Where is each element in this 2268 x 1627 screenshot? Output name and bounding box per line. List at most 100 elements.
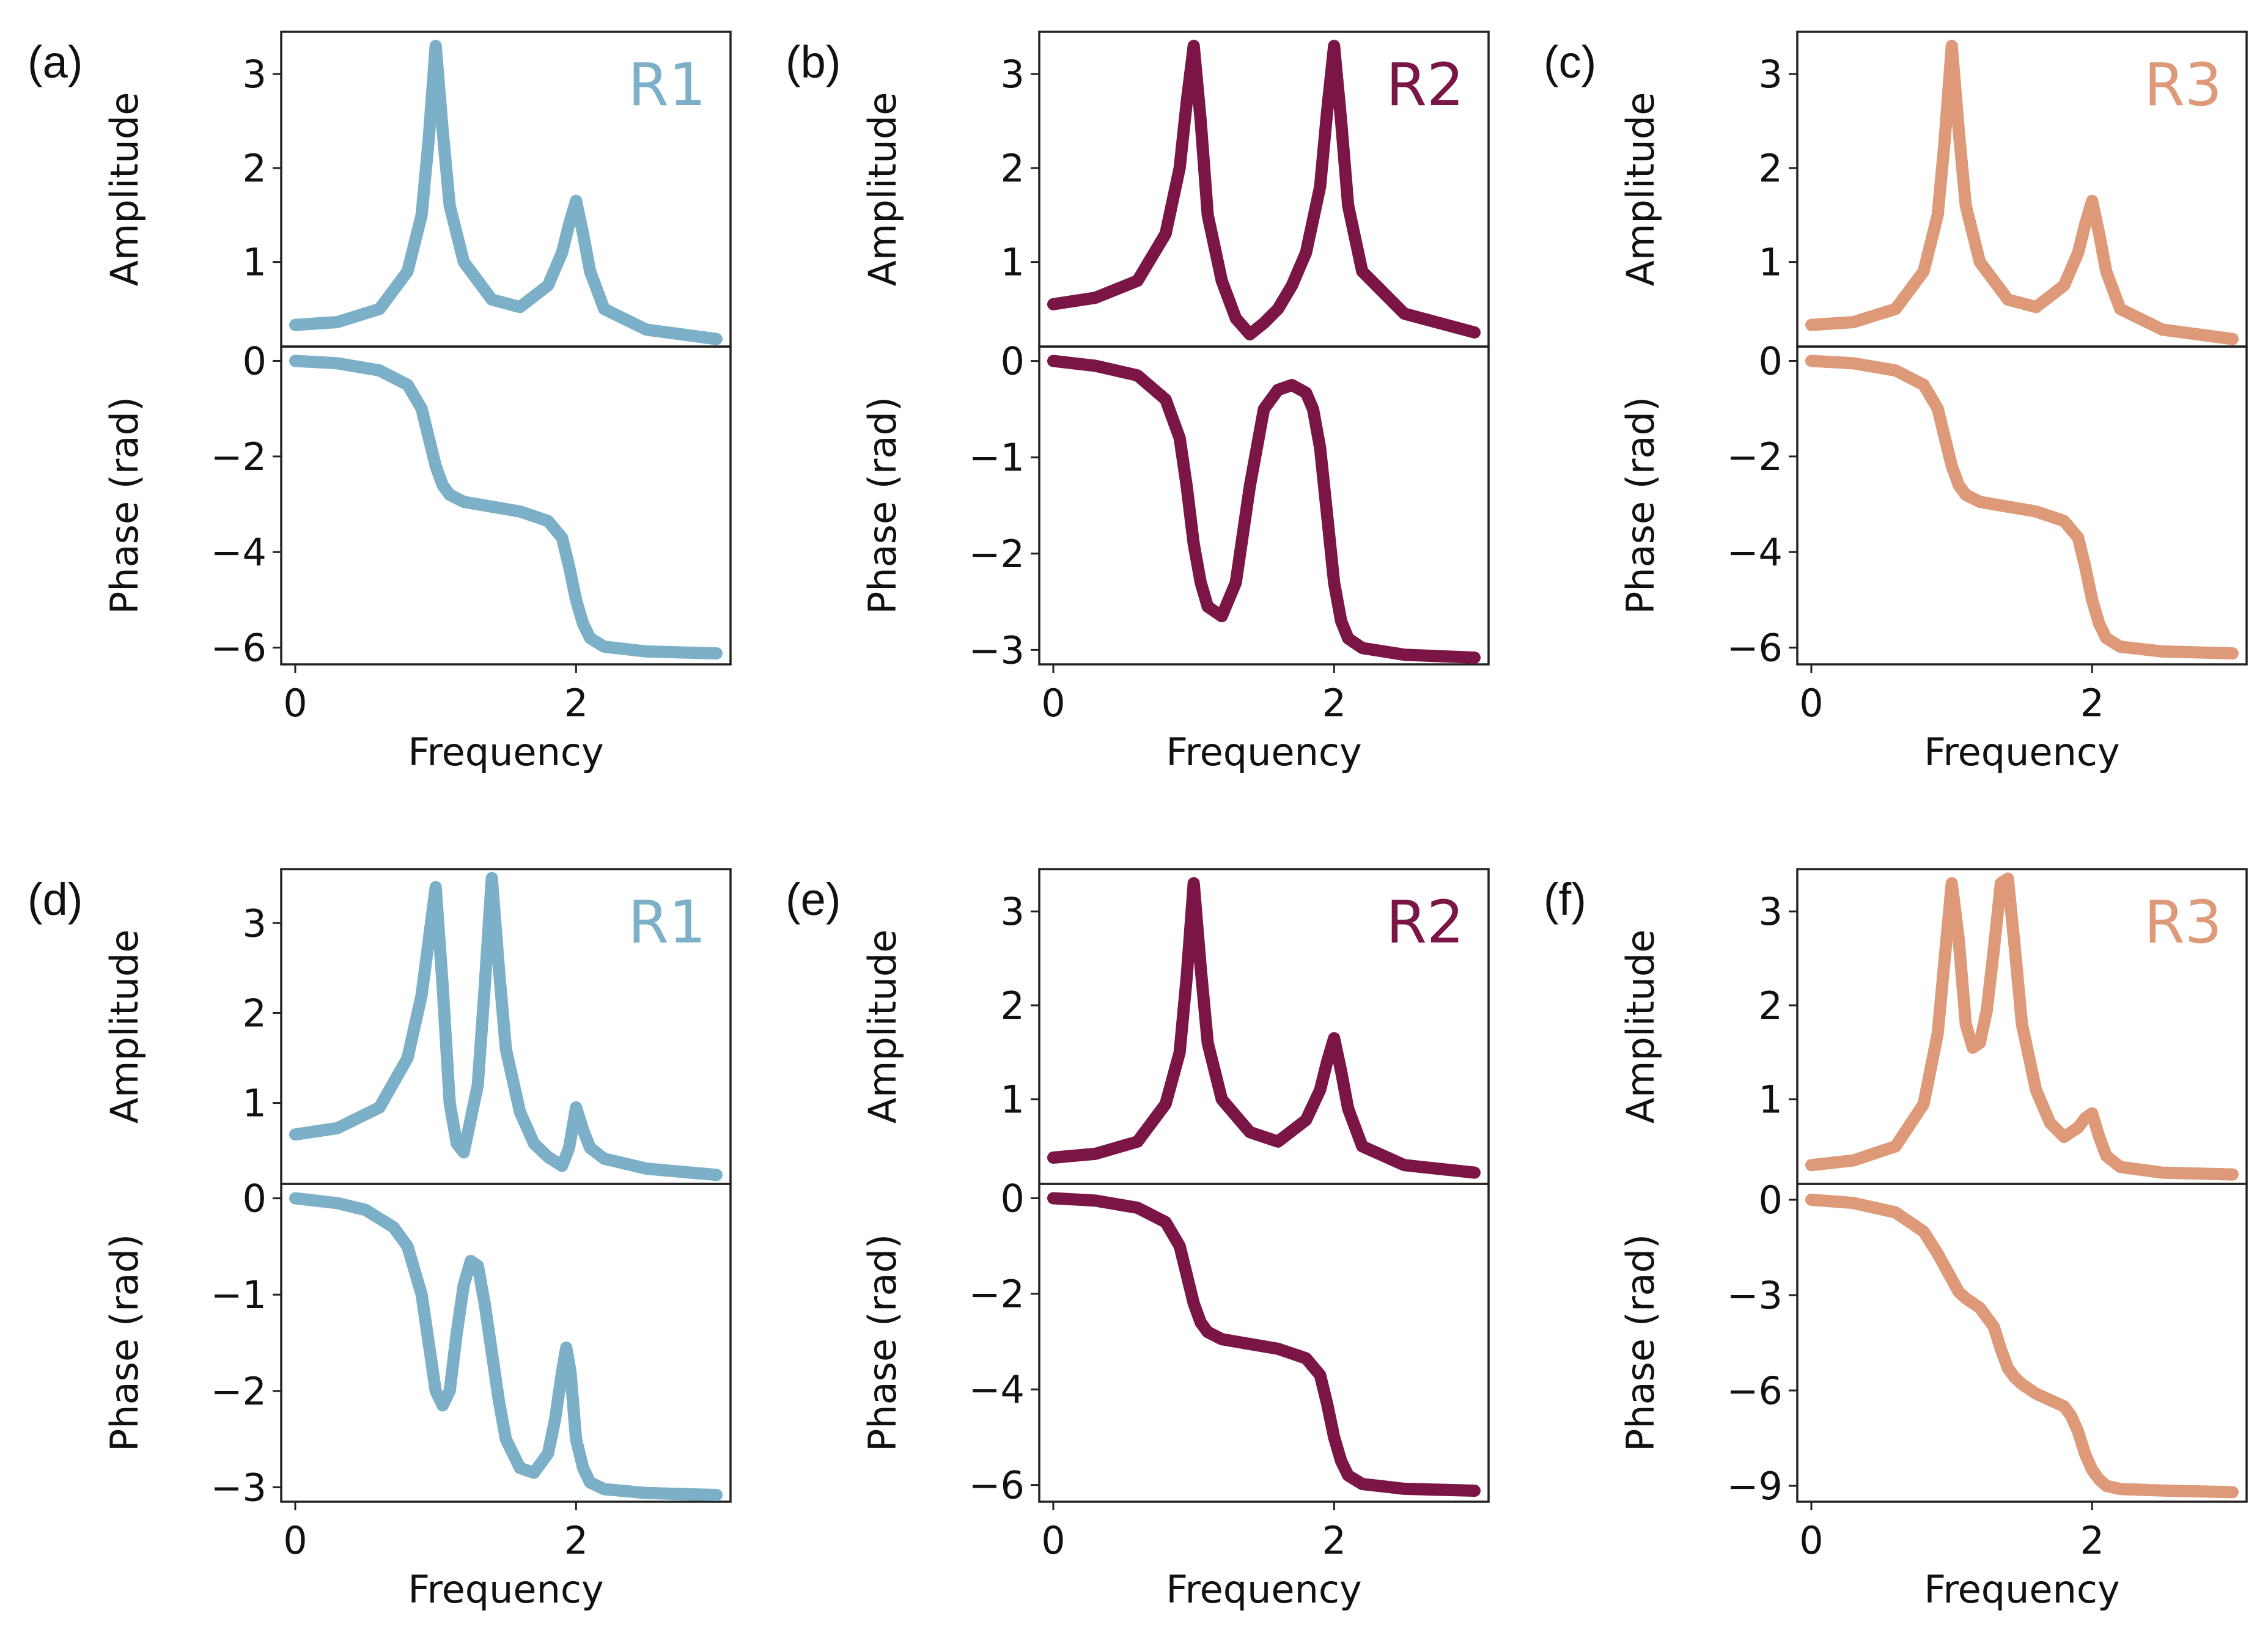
xtick-label: 0 bbox=[283, 681, 307, 725]
xlabel: Frequency bbox=[1166, 730, 1361, 774]
amplitude-ytick-label: 1 bbox=[1759, 1078, 1783, 1122]
amplitude-ytick-label: 3 bbox=[243, 52, 267, 97]
amplitude-ylabel: Amplitude bbox=[860, 930, 905, 1124]
phase-ytick-label: 0 bbox=[1759, 1178, 1783, 1222]
xtick-label: 0 bbox=[1799, 681, 1823, 725]
phase-ytick-label: −6 bbox=[211, 626, 267, 670]
panel-b: (b) 1 2 3 0 −1 −2 −3 0 2 Frequency Amplitude Phase (… bbox=[786, 31, 1490, 774]
amplitude-ytick-label: 2 bbox=[1001, 146, 1025, 191]
phase-ytick-label: −2 bbox=[211, 435, 267, 479]
phase-axes-f bbox=[1796, 1183, 2248, 1503]
amplitude-ytick-label: 2 bbox=[1759, 983, 1783, 1028]
xlabel: Frequency bbox=[408, 730, 603, 774]
amplitude-ytick-label: 2 bbox=[1759, 146, 1783, 191]
amplitude-curve-b bbox=[1047, 40, 1481, 340]
xtick-label: 0 bbox=[1041, 1518, 1065, 1563]
amplitude-ytick-label: 1 bbox=[243, 1081, 267, 1126]
phase-ylabel: Phase (rad) bbox=[860, 397, 905, 614]
phase-ytick-label: −9 bbox=[1727, 1464, 1783, 1508]
amplitude-ylabel: Amplitude bbox=[860, 92, 905, 287]
phase-ytick-label: 0 bbox=[1001, 339, 1025, 384]
panel-letter-b: (b) bbox=[786, 37, 841, 87]
phase-curve-d bbox=[289, 1192, 723, 1501]
amplitude-curve-f bbox=[1805, 872, 2239, 1181]
amplitude-ytick-label: 2 bbox=[243, 991, 267, 1035]
amplitude-ylabel: Amplitude bbox=[102, 92, 147, 287]
amplitude-curve-a bbox=[289, 40, 723, 345]
panel-c: (c) 1 2 3 0 −2 −4 −6 0 2 Frequency Amplitude Phase (… bbox=[1544, 31, 2248, 774]
amplitude-ytick-label: 3 bbox=[1759, 889, 1783, 934]
amplitude-ytick-label: 1 bbox=[243, 240, 267, 285]
xlabel: Frequency bbox=[1166, 1567, 1361, 1612]
xtick-label: 2 bbox=[2080, 1518, 2104, 1563]
xtick-label: 2 bbox=[1322, 681, 1346, 725]
xtick-label: 0 bbox=[283, 1518, 307, 1563]
phase-ytick-label: 0 bbox=[243, 1177, 267, 1221]
panel-letter-a: (a) bbox=[28, 37, 83, 87]
series-tag-b: R2 bbox=[1386, 51, 1464, 119]
panel-letter-d: (d) bbox=[28, 874, 83, 925]
panel-letter-e: (e) bbox=[786, 874, 841, 925]
amplitude-ytick-label: 1 bbox=[1759, 240, 1783, 285]
amplitude-ylabel: Amplitude bbox=[1618, 930, 1663, 1124]
panel-letter-c: (c) bbox=[1544, 37, 1596, 87]
xtick-label: 2 bbox=[564, 681, 588, 725]
phase-axes-e bbox=[1038, 1183, 1490, 1503]
amplitude-curve-e bbox=[1047, 877, 1481, 1179]
phase-curve-b bbox=[1047, 354, 1481, 664]
amplitude-ytick-label: 1 bbox=[1001, 1078, 1025, 1122]
phase-axes-a bbox=[280, 345, 732, 666]
phase-ytick-label: −4 bbox=[211, 530, 267, 575]
xtick-label: 2 bbox=[1322, 1518, 1346, 1563]
amplitude-curve-c bbox=[1805, 40, 2239, 345]
xtick-label: 0 bbox=[1041, 681, 1065, 725]
series-tag-d: R1 bbox=[628, 888, 706, 957]
phase-ytick-label: −6 bbox=[1727, 626, 1783, 670]
amplitude-ytick-label: 2 bbox=[243, 146, 267, 191]
amplitude-ylabel: Amplitude bbox=[1618, 92, 1663, 287]
amplitude-ytick-label: 2 bbox=[1001, 983, 1025, 1028]
phase-ytick-label: −6 bbox=[969, 1463, 1025, 1508]
phase-ytick-label: −3 bbox=[211, 1465, 267, 1510]
xtick-label: 2 bbox=[564, 1518, 588, 1563]
phase-axes-c bbox=[1796, 345, 2248, 666]
amplitude-curve-d bbox=[289, 872, 723, 1181]
phase-curve-c bbox=[1805, 354, 2239, 659]
xlabel: Frequency bbox=[1924, 730, 2119, 774]
phase-ylabel: Phase (rad) bbox=[1618, 397, 1663, 614]
amplitude-ytick-label: 3 bbox=[1001, 52, 1025, 97]
xtick-label: 2 bbox=[2080, 681, 2104, 725]
series-tag-a: R1 bbox=[628, 51, 706, 119]
amplitude-ytick-label: 3 bbox=[1759, 52, 1783, 97]
xlabel: Frequency bbox=[408, 1567, 603, 1612]
phase-ylabel: Phase (rad) bbox=[1618, 1234, 1663, 1452]
phase-ytick-label: −2 bbox=[211, 1369, 267, 1414]
phase-ytick-label: 0 bbox=[1759, 339, 1783, 383]
phase-axes-b bbox=[1038, 345, 1490, 666]
amplitude-ytick-label: 1 bbox=[1001, 240, 1025, 285]
phase-ytick-label: 0 bbox=[1001, 1176, 1025, 1221]
amplitude-ytick-label: 3 bbox=[1001, 889, 1025, 934]
phase-ytick-label: −6 bbox=[1727, 1368, 1783, 1413]
phase-axes-d bbox=[280, 1183, 732, 1503]
series-tag-e: R2 bbox=[1386, 888, 1464, 957]
phase-ytick-label: −4 bbox=[1727, 530, 1783, 575]
phase-ylabel: Phase (rad) bbox=[102, 1234, 147, 1452]
phase-ylabel: Phase (rad) bbox=[860, 1234, 905, 1452]
phase-ytick-label: 0 bbox=[243, 339, 267, 383]
phase-ytick-label: −1 bbox=[969, 435, 1025, 480]
phase-ytick-label: −1 bbox=[211, 1273, 267, 1317]
phase-curve-a bbox=[289, 354, 723, 659]
xtick-label: 0 bbox=[1799, 1518, 1823, 1563]
series-tag-f: R3 bbox=[2144, 888, 2222, 957]
amplitude-ylabel: Amplitude bbox=[102, 930, 147, 1124]
panel-a: (a) 1 2 3 0 −2 −4 −6 0 2 Frequency Amplitude Phase (… bbox=[28, 31, 732, 774]
phase-ylabel: Phase (rad) bbox=[102, 397, 147, 614]
phase-ytick-label: −2 bbox=[969, 1272, 1025, 1317]
xlabel: Frequency bbox=[1924, 1567, 2119, 1612]
series-tag-c: R3 bbox=[2144, 51, 2222, 119]
